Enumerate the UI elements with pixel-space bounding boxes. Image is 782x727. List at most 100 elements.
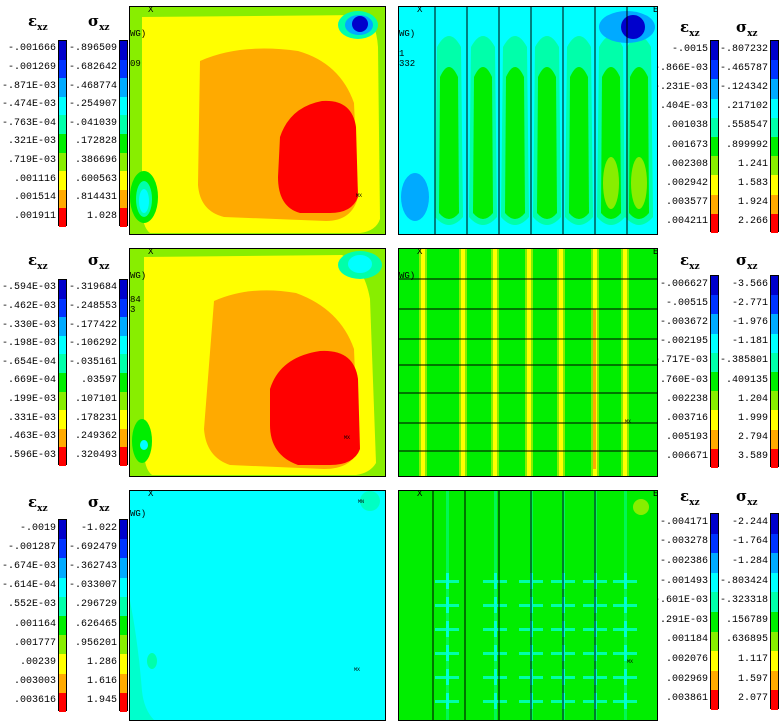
- contour-plot-row2-left: X WG) 84 3 MX: [129, 248, 386, 477]
- color-bar-segment: [711, 213, 718, 233]
- color-bar: [710, 40, 719, 233]
- epsilon-value: .00239: [19, 657, 56, 668]
- epsilon-value: .002942: [665, 178, 708, 189]
- sigma-value: 1.945: [86, 695, 117, 707]
- color-bar-segment: [120, 171, 127, 190]
- color-bar-segment: [59, 78, 66, 97]
- sigma-value: -.468774: [68, 80, 117, 92]
- color-bar-segment: [120, 520, 127, 540]
- color-bar-segment: [59, 280, 66, 299]
- epsilon-value: .001164: [13, 618, 56, 630]
- color-bar-segment: [59, 673, 66, 693]
- sigma-value: .156789: [725, 614, 768, 626]
- avg-label: WG): [130, 29, 147, 39]
- color-bar-segment: [771, 136, 778, 157]
- color-bar-segment: [120, 577, 127, 597]
- color-bar-segment: [59, 692, 66, 712]
- color-bar-segment: [59, 596, 66, 616]
- epsilon-header: εxz: [28, 12, 48, 33]
- epsilon-value: .001514: [13, 192, 56, 204]
- sigma-value: -.248553: [68, 300, 117, 312]
- sigma-value: -.362743: [68, 561, 117, 572]
- epsilon-header: εxz: [680, 487, 700, 508]
- sigma-value: 1.597: [737, 673, 768, 685]
- corner-label: E: [653, 6, 658, 15]
- color-bar: [770, 275, 779, 468]
- color-bar-segment: [59, 317, 66, 336]
- sigma-value: .636895: [725, 634, 768, 646]
- color-bar-segment: [59, 539, 66, 559]
- color-bar-segment: [711, 136, 718, 157]
- color-bar-segment: [120, 635, 127, 655]
- color-bar-segment: [711, 156, 718, 176]
- sigma-value: 1.028: [86, 210, 117, 222]
- sigma-value: 1.204: [737, 393, 768, 405]
- color-bar-segment: [771, 670, 778, 691]
- color-bar-segment: [711, 41, 718, 61]
- x-axis-label: X: [417, 490, 423, 499]
- epsilon-value: -.717E-03: [653, 355, 708, 367]
- epsilon-header: εxz: [28, 251, 48, 272]
- epsilon-value: .002308: [665, 158, 708, 170]
- color-bar-segment: [120, 133, 127, 153]
- epsilon-value: -.003278: [659, 536, 708, 548]
- x-axis-label: X: [148, 248, 154, 257]
- epsilon-value: .760E-03: [659, 374, 708, 386]
- epsilon-value: -.004171: [659, 516, 708, 528]
- color-bar-segment: [120, 41, 127, 60]
- avg-label: WG): [130, 271, 147, 281]
- sigma-value: .600563: [74, 173, 117, 185]
- color-bar-segment: [711, 533, 718, 554]
- sigma-value: -.124342: [719, 82, 768, 93]
- avg-label: WG): [399, 29, 416, 39]
- color-bar-segment: [771, 175, 778, 195]
- sigma-value: 3.589: [737, 451, 768, 463]
- epsilon-value: -.594E-03: [1, 282, 56, 294]
- epsilon-value: -.330E-03: [1, 319, 56, 331]
- color-bar-segment: [711, 514, 718, 534]
- color-bar-segment: [120, 208, 127, 227]
- sigma-value: 1.999: [737, 413, 768, 424]
- epsilon-value: -.866E-03: [653, 62, 708, 74]
- sigma-value: -.035161: [68, 356, 117, 368]
- color-bar-segment: [711, 60, 718, 80]
- epsilon-value: .002076: [665, 654, 708, 665]
- contour-plot-row2-right: X WG) E MX: [398, 248, 658, 477]
- sigma-value: 1.117: [737, 654, 768, 665]
- color-bar-segment: [711, 592, 718, 612]
- epsilon-value: .003616: [13, 695, 56, 707]
- sigma-value: .320493: [74, 449, 117, 461]
- color-bar-segment: [711, 98, 718, 118]
- epsilon-value: .669E-04: [7, 375, 56, 387]
- x-axis-label: X: [148, 490, 154, 499]
- sigma-value: -3.566: [731, 278, 768, 290]
- sigma-value: -.385801: [719, 355, 768, 367]
- color-bar-segment: [711, 333, 718, 353]
- color-bar-segment: [771, 117, 778, 137]
- sigma-value: .178231: [74, 412, 117, 424]
- legend-row3-left: εxz σxz -.0019 -.001287 -.674E-03 -.614E-04…: [0, 485, 128, 720]
- epsilon-header: εxz: [28, 493, 48, 514]
- sigma-value: .956201: [74, 637, 117, 649]
- epsilon-value: -.0019: [19, 522, 56, 534]
- color-bar-segment: [711, 651, 718, 671]
- sigma-value: -2.244: [731, 516, 768, 528]
- color-bar: [710, 275, 719, 468]
- sigma-value: -1.181: [731, 336, 768, 348]
- color-bar-segment: [59, 635, 66, 655]
- epsilon-value: .331E-03: [7, 412, 56, 424]
- color-bar-segment: [59, 133, 66, 153]
- sigma-value: -.465787: [719, 62, 768, 74]
- legend-row2-left: εxz σxz -.594E-03 -.462E-03 -.330E-03 -.198…: [0, 245, 128, 475]
- epsilon-value: -.006627: [659, 278, 708, 290]
- color-bar-segment: [120, 692, 127, 712]
- plot-label: 3: [130, 305, 136, 315]
- color-bar-segment: [120, 78, 127, 97]
- color-bar-segment: [771, 572, 778, 593]
- color-bar-segment: [59, 615, 66, 636]
- color-bar-segment: [120, 317, 127, 336]
- color-bar-segment: [711, 79, 718, 99]
- color-bar: [119, 519, 128, 712]
- epsilon-value: .003577: [665, 197, 708, 209]
- color-bar-segment: [771, 690, 778, 710]
